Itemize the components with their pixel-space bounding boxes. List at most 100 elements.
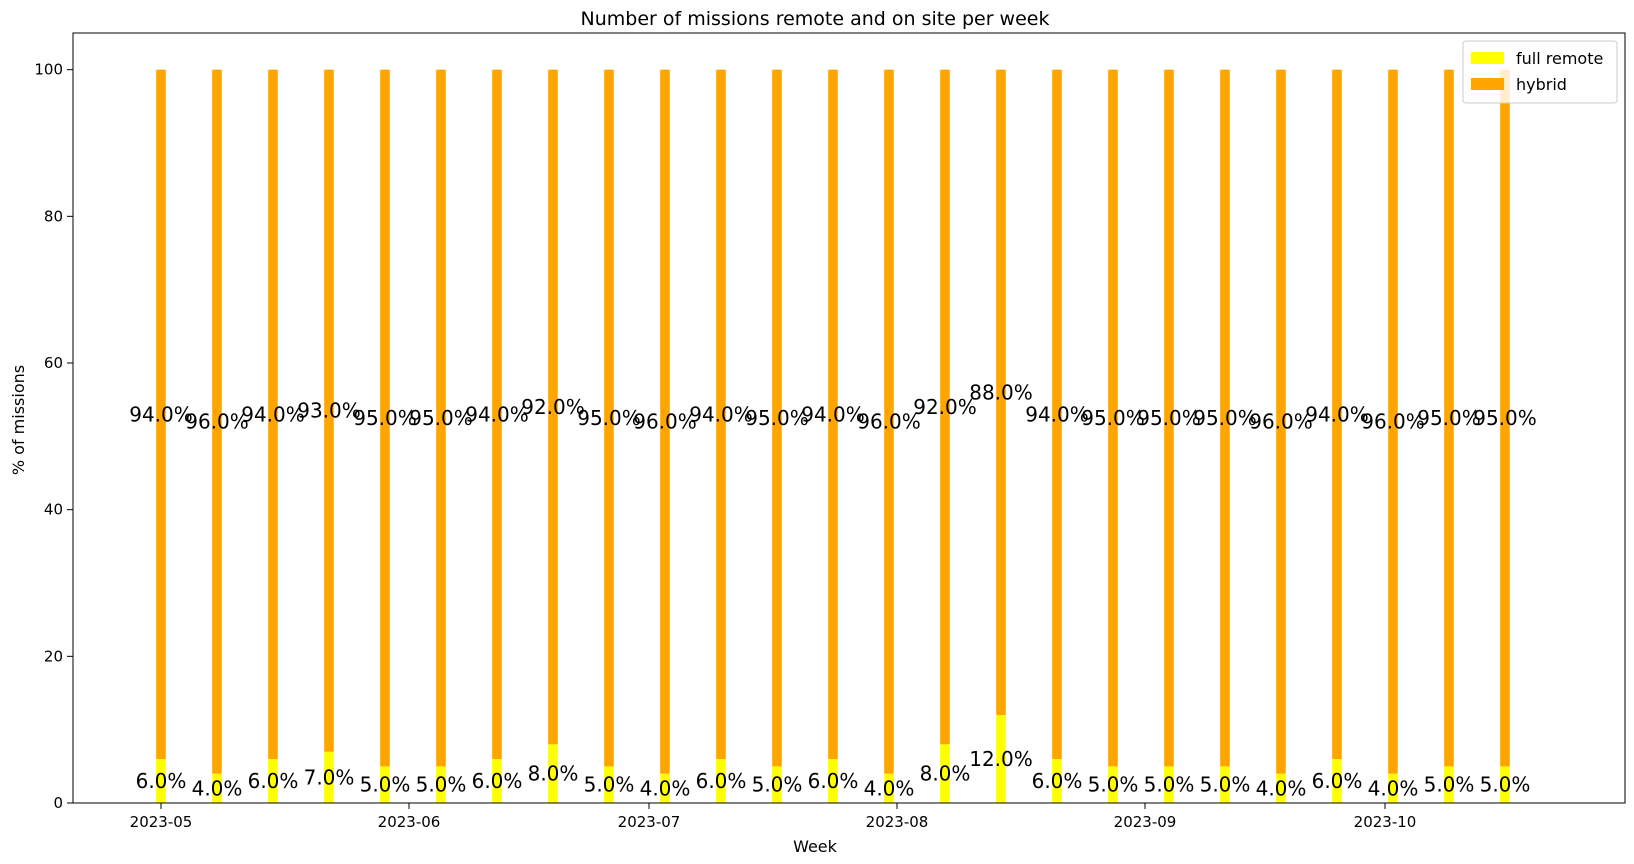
data-label-hybrid-23: 96.0%: [1361, 410, 1425, 434]
data-label-full-remote-2: 4.0%: [192, 776, 243, 800]
data-label-full-remote-7: 6.0%: [472, 769, 523, 793]
data-label-hybrid-2: 96.0%: [185, 410, 249, 434]
data-label-hybrid-9: 95.0%: [577, 406, 641, 430]
x-tick-label-2023-07: 2023-07: [618, 813, 681, 831]
x-tick-label-2023-09: 2023-09: [1114, 813, 1177, 831]
bar-full-remote-4: [324, 751, 334, 803]
data-label-hybrid-1: 94.0%: [129, 402, 193, 426]
data-label-full-remote-5: 5.0%: [360, 773, 411, 797]
data-label-hybrid-25: 95.0%: [1473, 406, 1537, 430]
bar-hybrid-4: [324, 69, 334, 752]
bar-full-remote-3: [268, 759, 278, 803]
y-tick-label-100: 100: [34, 61, 63, 79]
data-label-full-remote-4: 7.0%: [304, 765, 355, 789]
bar-hybrid-10: [660, 69, 670, 774]
data-label-hybrid-19: 95.0%: [1137, 406, 1201, 430]
data-label-full-remote-25: 5.0%: [1480, 773, 1531, 797]
bar-hybrid-13: [828, 69, 838, 760]
data-label-hybrid-13: 94.0%: [801, 402, 865, 426]
data-label-hybrid-16: 88.0%: [969, 380, 1033, 404]
bar-full-remote-10: [660, 773, 670, 803]
x-tick-label-2023-08: 2023-08: [866, 813, 929, 831]
bar-full-remote-16: [996, 715, 1006, 803]
bar-hybrid-6: [436, 69, 446, 767]
data-label-hybrid-22: 94.0%: [1305, 402, 1369, 426]
bar-full-remote-6: [436, 766, 446, 803]
data-label-hybrid-10: 96.0%: [633, 410, 697, 434]
axes-layer: 0 20 40 60 80 100 2023-05 2023-06 2023-07 2023-08…: [34, 32, 1626, 831]
data-labels-layer: 6.0% 4.0% 6.0% 7.0% 5.0% 5.0% 6.0% 8.0% 5.0% 4.0%…: [129, 380, 1537, 800]
data-label-full-remote-6: 5.0%: [416, 773, 467, 797]
x-axis-title: Week: [793, 837, 838, 856]
bar-hybrid-17: [1052, 69, 1062, 760]
data-label-full-remote-10: 4.0%: [640, 776, 691, 800]
data-label-full-remote-21: 4.0%: [1256, 776, 1307, 800]
bar-full-remote-21: [1276, 773, 1286, 803]
data-label-full-remote-22: 6.0%: [1312, 769, 1363, 793]
bar-full-remote-15: [940, 744, 950, 803]
data-label-full-remote-19: 5.0%: [1144, 773, 1195, 797]
data-label-hybrid-15: 92.0%: [913, 395, 977, 419]
data-label-full-remote-20: 5.0%: [1200, 773, 1251, 797]
bar-hybrid-22: [1332, 69, 1342, 760]
bar-full-remote-1: [156, 759, 166, 803]
bar-full-remote-23: [1388, 773, 1398, 803]
x-tick-label-2023-10: 2023-10: [1354, 813, 1417, 831]
bar-hybrid-9: [604, 69, 614, 767]
legend-swatch-hybrid: [1471, 78, 1504, 90]
data-label-hybrid-12: 95.0%: [745, 406, 809, 430]
y-tick-label-60: 60: [44, 354, 63, 372]
bar-hybrid-18: [1108, 69, 1118, 767]
data-label-full-remote-9: 5.0%: [584, 773, 635, 797]
y-tick-label-0: 0: [53, 794, 63, 812]
bar-hybrid-2: [212, 69, 222, 774]
bar-full-remote-11: [716, 759, 726, 803]
data-label-full-remote-13: 6.0%: [808, 769, 859, 793]
data-label-full-remote-12: 5.0%: [752, 773, 803, 797]
bar-full-remote-14: [884, 773, 894, 803]
data-label-hybrid-5: 95.0%: [353, 406, 417, 430]
plot-frame: [72, 32, 1626, 804]
data-label-hybrid-4: 93.0%: [297, 399, 361, 423]
bar-full-remote-24: [1444, 766, 1454, 803]
data-label-hybrid-21: 96.0%: [1249, 410, 1313, 434]
x-tick-label-2023-05: 2023-05: [130, 813, 193, 831]
data-label-full-remote-15: 8.0%: [920, 762, 971, 786]
bar-full-remote-9: [604, 766, 614, 803]
y-tick-label-40: 40: [44, 501, 63, 519]
bar-hybrid-15: [940, 69, 950, 745]
legend: full remote hybrid: [1462, 40, 1618, 104]
data-label-hybrid-7: 94.0%: [465, 402, 529, 426]
bar-full-remote-18: [1108, 766, 1118, 803]
data-label-full-remote-18: 5.0%: [1088, 773, 1139, 797]
data-label-hybrid-3: 94.0%: [241, 402, 305, 426]
data-label-full-remote-1: 6.0%: [136, 769, 187, 793]
bar-full-remote-20: [1220, 766, 1230, 803]
bar-full-remote-2: [212, 773, 222, 803]
data-label-hybrid-18: 95.0%: [1081, 406, 1145, 430]
y-axis-title: % of missions: [9, 365, 28, 475]
bar-full-remote-19: [1164, 766, 1174, 803]
bar-hybrid-11: [716, 69, 726, 760]
data-label-full-remote-17: 6.0%: [1032, 769, 1083, 793]
data-label-hybrid-8: 92.0%: [521, 395, 585, 419]
legend-label-full-remote: full remote: [1516, 49, 1603, 68]
data-label-full-remote-23: 4.0%: [1368, 776, 1419, 800]
bar-hybrid-20: [1220, 69, 1230, 767]
bar-full-remote-17: [1052, 759, 1062, 803]
bar-full-remote-22: [1332, 759, 1342, 803]
legend-label-hybrid: hybrid: [1516, 75, 1567, 94]
bar-hybrid-12: [772, 69, 782, 767]
bar-hybrid-3: [268, 69, 278, 760]
bar-full-remote-13: [828, 759, 838, 803]
data-label-full-remote-3: 6.0%: [248, 769, 299, 793]
chart-title: Number of missions remote and on site pe…: [581, 8, 1050, 30]
data-label-full-remote-24: 5.0%: [1424, 773, 1475, 797]
data-label-hybrid-11: 94.0%: [689, 402, 753, 426]
bar-hybrid-8: [548, 69, 558, 745]
bar-hybrid-1: [156, 69, 166, 760]
y-tick-label-20: 20: [44, 647, 63, 665]
data-label-full-remote-16: 12.0%: [969, 747, 1033, 771]
